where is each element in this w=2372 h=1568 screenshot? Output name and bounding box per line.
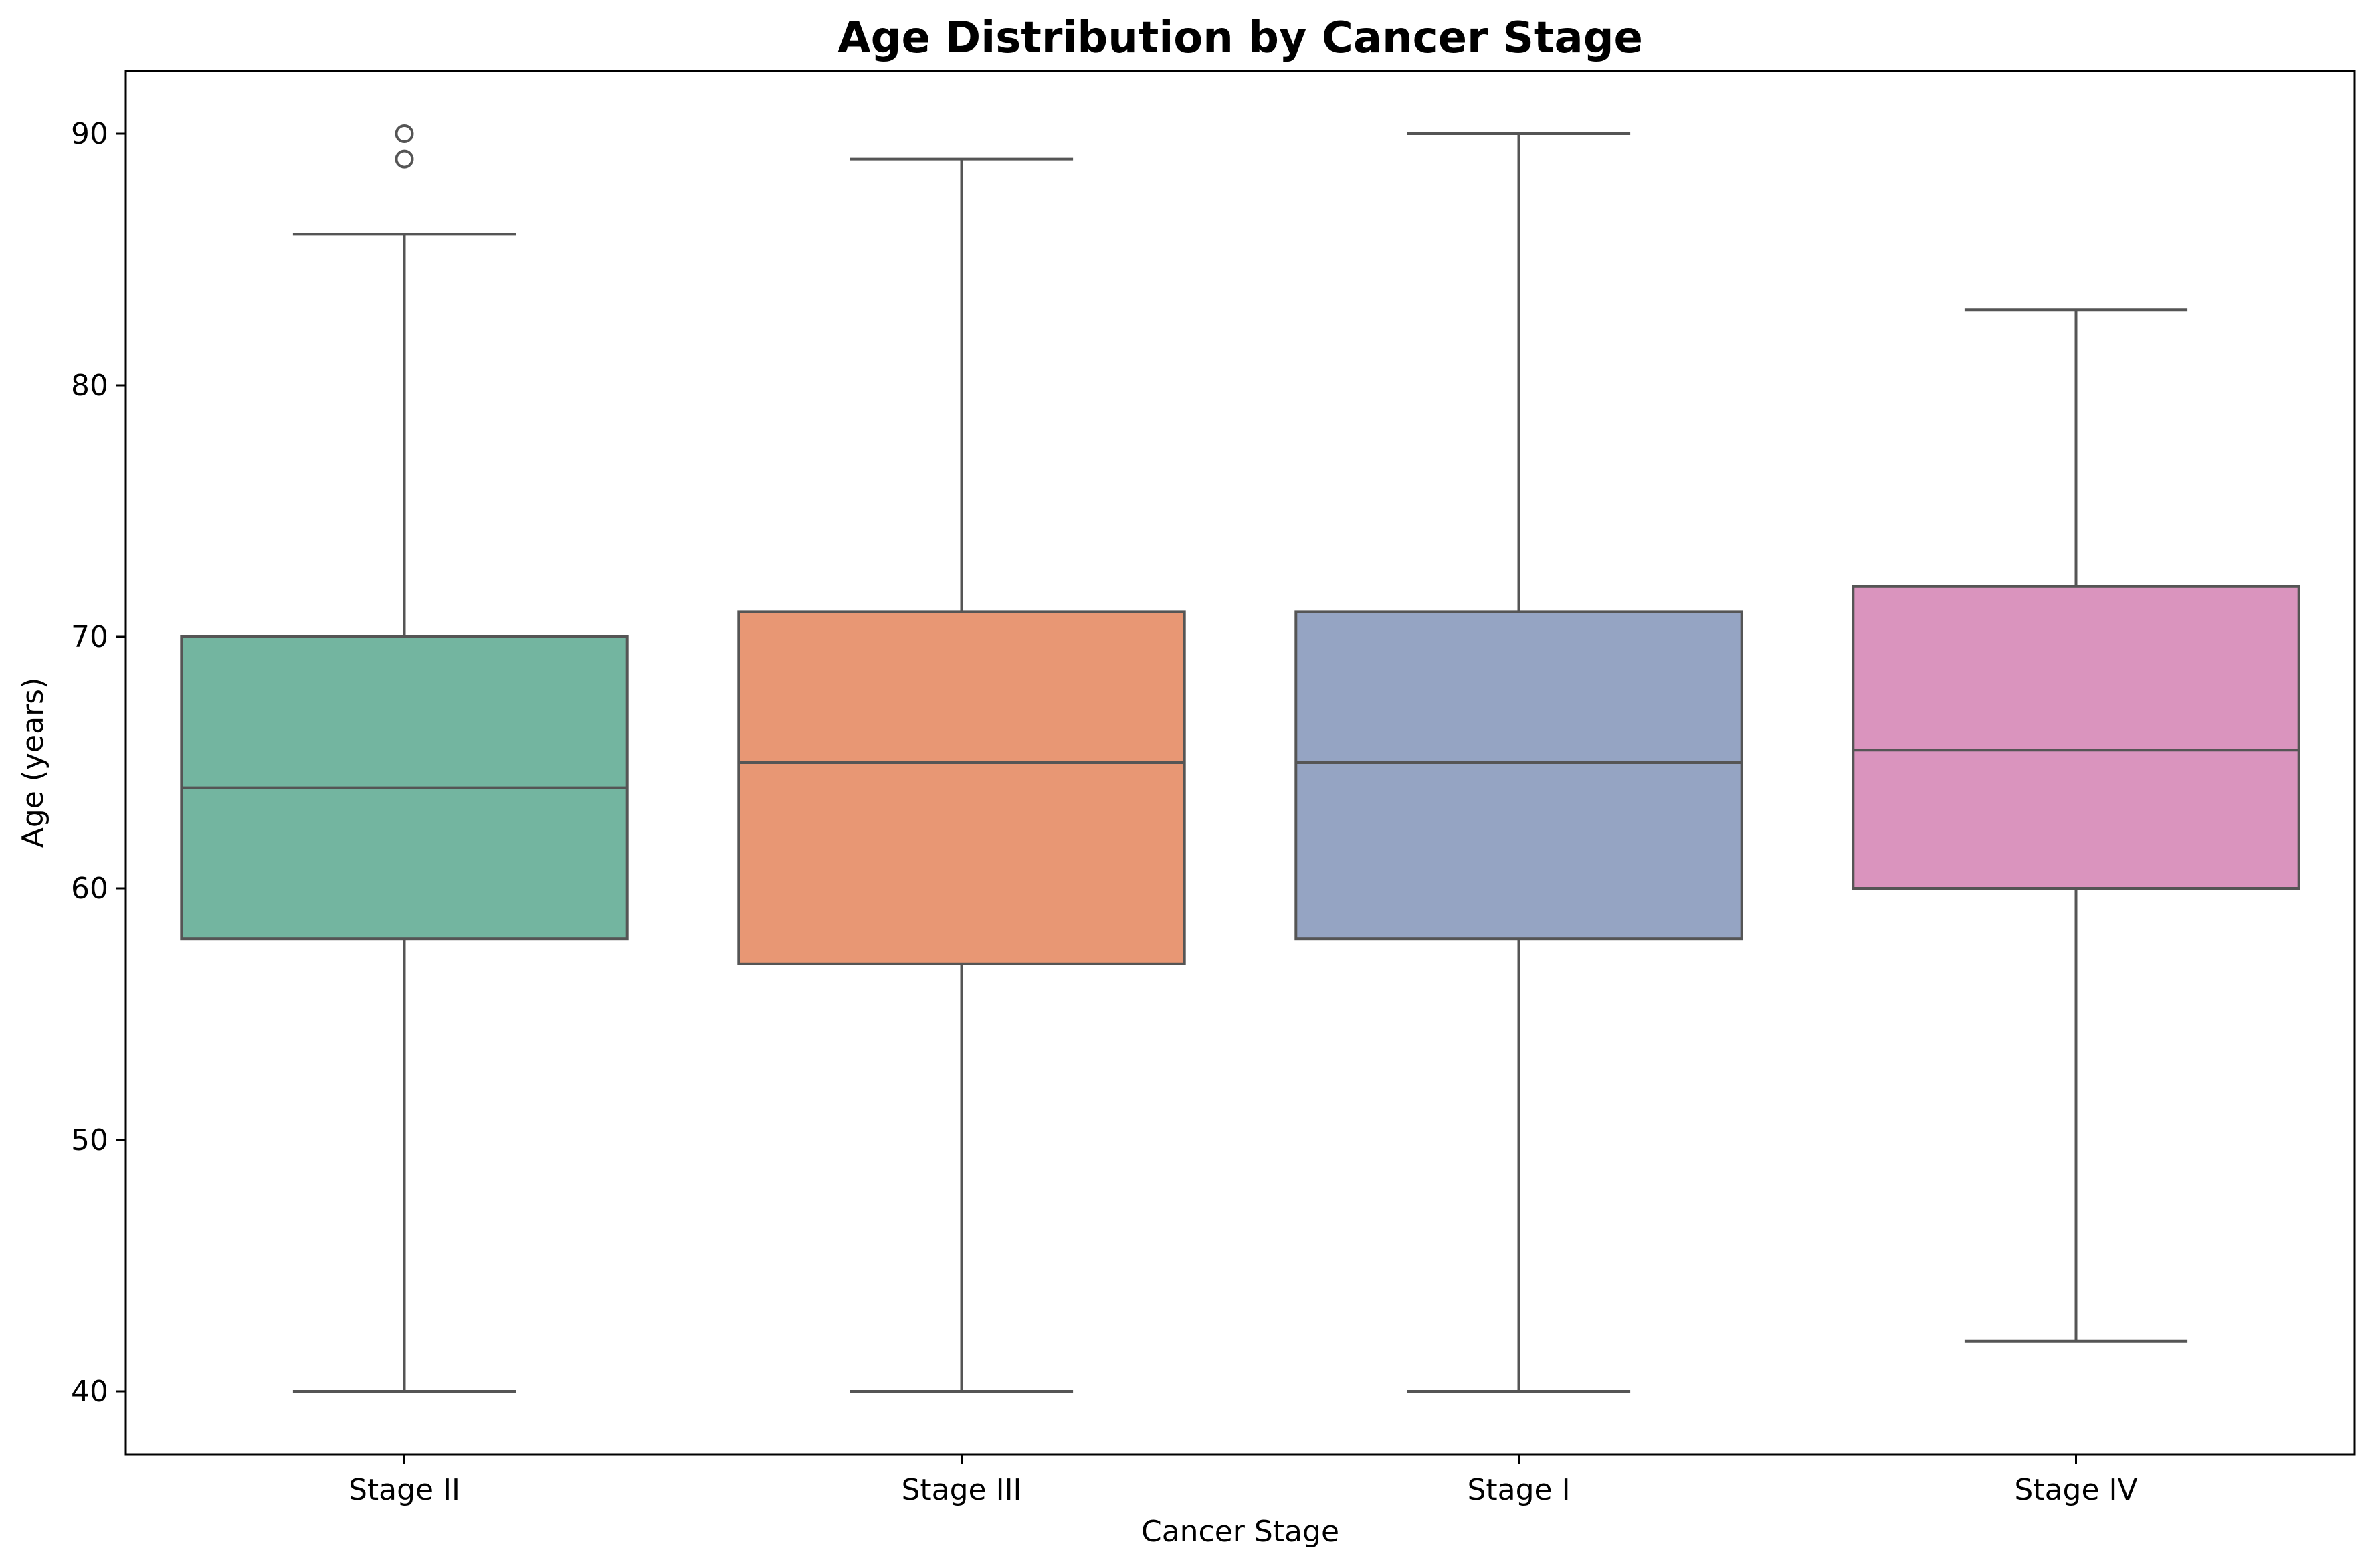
box-group — [1294, 132, 1743, 1393]
outlier-point — [395, 149, 414, 169]
box-group — [737, 157, 1186, 1393]
y-tick-label: 90 — [71, 117, 108, 151]
plot-frame — [124, 70, 2356, 1456]
x-tick-label: Stage III — [901, 1473, 1021, 1507]
iqr-box — [1294, 610, 1743, 941]
y-tick-label: 50 — [71, 1123, 108, 1157]
iqr-box — [1852, 585, 2300, 890]
outlier-point — [395, 124, 414, 143]
chart-title: Age Distribution by Cancer Stage — [837, 13, 1643, 63]
x-tick-label: Stage I — [1467, 1473, 1570, 1507]
plot-area: 40 50 60 70 80 90 Stage II Stage III Stage I Stag… — [71, 117, 2300, 1507]
iqr-box — [737, 610, 1186, 965]
y-axis-label: Age (years) — [16, 678, 50, 848]
x-axis-label: Cancer Stage — [1141, 1514, 1339, 1549]
x-tick-label: Stage II — [349, 1473, 460, 1507]
box-group — [1852, 308, 2300, 1343]
y-tick-label: 80 — [71, 369, 108, 403]
y-tick-label: 60 — [71, 872, 108, 906]
box-group — [180, 124, 629, 1393]
y-tick-label: 70 — [71, 620, 108, 654]
x-tick-label: Stage IV — [2014, 1473, 2137, 1507]
y-tick-label: 40 — [71, 1375, 108, 1409]
